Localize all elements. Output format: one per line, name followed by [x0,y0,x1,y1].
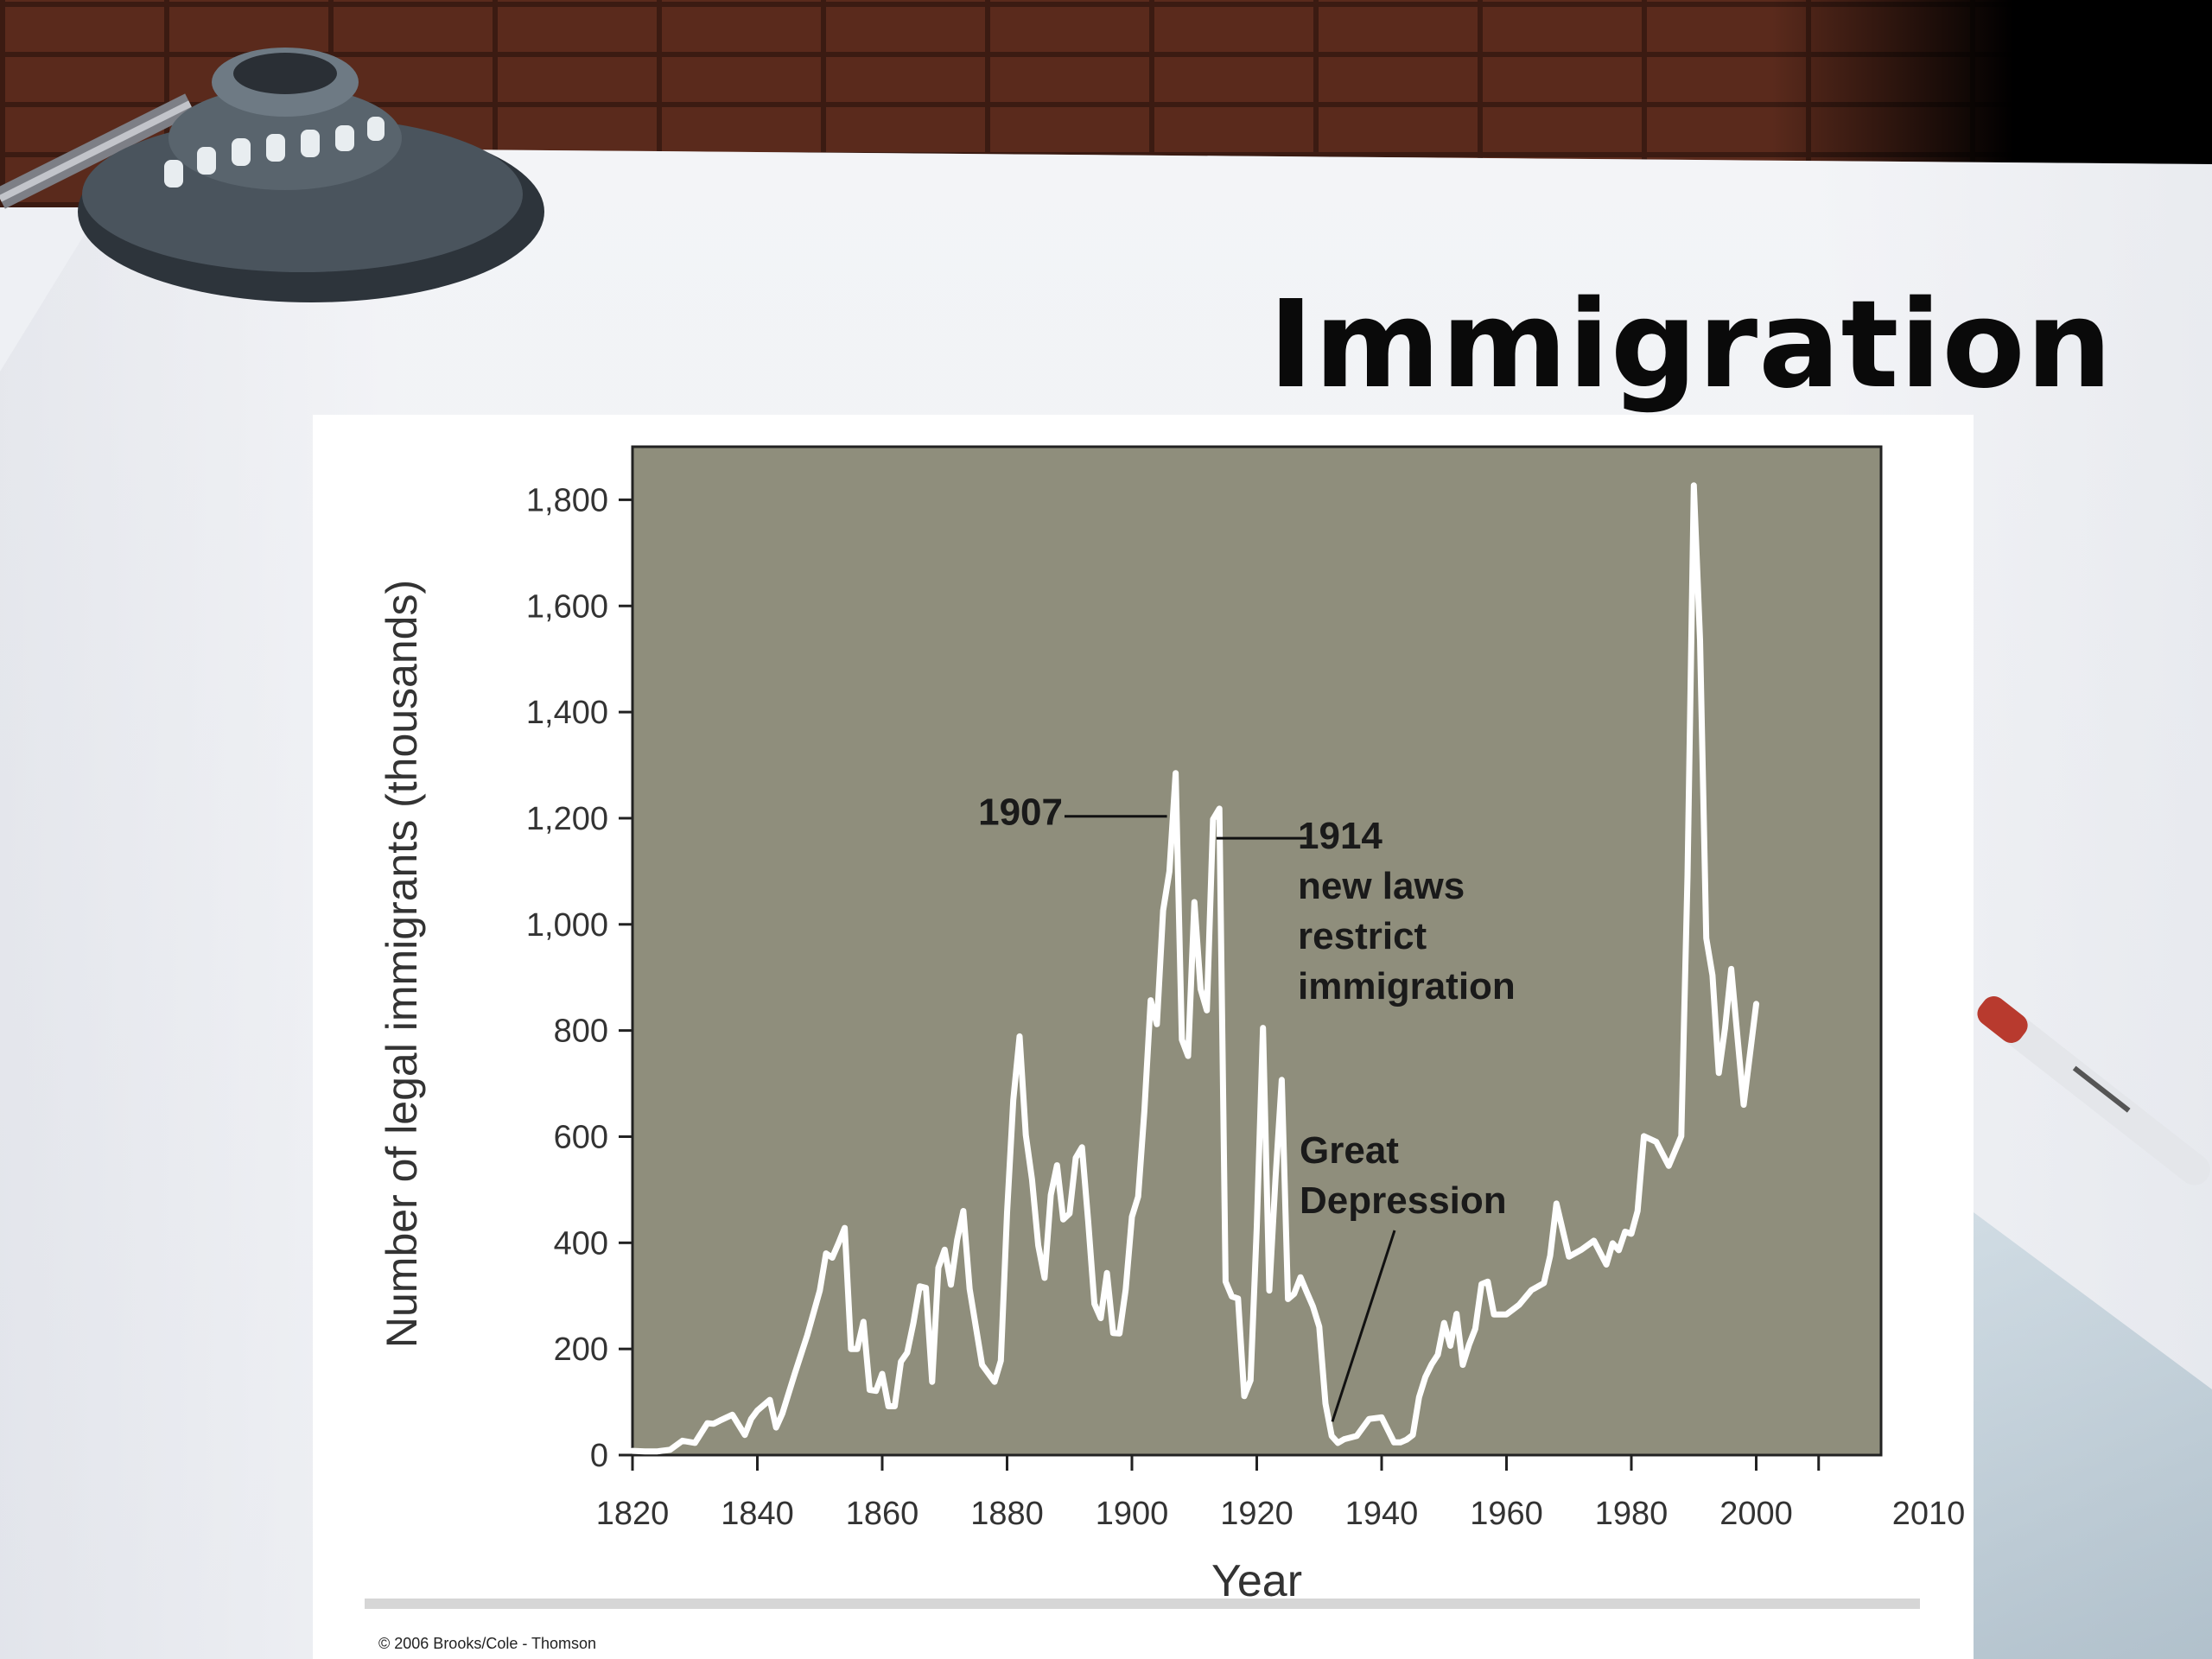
desk-lamp-icon [0,48,544,302]
x-tick-label: 1840 [721,1496,794,1532]
annotation-adepression-text: Depression [1300,1179,1507,1222]
x-tick-label: 1880 [970,1496,1044,1532]
copyright-notice: © 2006 Brooks/Cole - Thomson [378,1635,597,1652]
y-tick-label: 1,400 [526,695,608,731]
immigrants-series-line [629,482,1759,1455]
bottom-rule [365,1599,1920,1609]
y-tick-label: 1,800 [526,482,608,518]
x-tick-label: 1860 [846,1496,919,1532]
y-tick-label: 1,600 [526,588,608,625]
x-axis-label: Year [1211,1556,1302,1606]
x-tick-label: 1900 [1096,1496,1169,1532]
annotation-adepression-text: Great [1300,1129,1399,1172]
y-tick-label: 200 [554,1332,608,1368]
y-axis: 0 200 400 600 800 1,000 1,200 1,400 1,600 1,800 [526,482,632,1474]
y-axis-label: Number of legal immigrants (thousands) [378,580,426,1348]
x-tick-label: 1820 [596,1496,670,1532]
y-tick-label: 1,200 [526,801,608,837]
y-tick-label: 600 [554,1119,608,1155]
y-tick-label: 800 [554,1014,608,1050]
pen-icon [1977,995,2210,1185]
annotation-a1914-text: restrict [1298,915,1427,957]
slide-title: Immigration [1268,275,2113,416]
x-axis: 1820 1840 1860 1880 1900 1920 1940 1960 1980 2000… [596,1455,1966,1532]
y-tick-label: 1,000 [526,907,608,944]
y-tick-label: 400 [554,1225,608,1262]
chart-card: 0 200 400 600 800 1,000 1,200 1,400 1,600 1,800 1… [313,415,1974,1659]
x-tick-label: 1920 [1220,1496,1294,1532]
x-tick-label: 1960 [1470,1496,1543,1532]
annotation-adepression-leader [1331,1230,1396,1422]
annotation-a1907-text: 1907 [978,791,1063,834]
x-tick-label: 2000 [1719,1496,1793,1532]
annotation-a1914-text: 1914 [1298,815,1382,857]
annotation-a1914-text: immigration [1298,965,1516,1007]
x-tick-label: 2010 [1892,1496,1966,1532]
annotation-a1914-text: new laws [1298,865,1465,907]
x-tick-label: 1980 [1595,1496,1669,1532]
x-tick-label: 1940 [1345,1496,1419,1532]
y-tick-label: 0 [590,1438,608,1474]
annotations: 1907 1914 new laws restrict immigration Great… [978,791,1516,1422]
immigration-line-chart: 0 200 400 600 800 1,000 1,200 1,400 1,600 1,800 1… [365,445,1966,1609]
